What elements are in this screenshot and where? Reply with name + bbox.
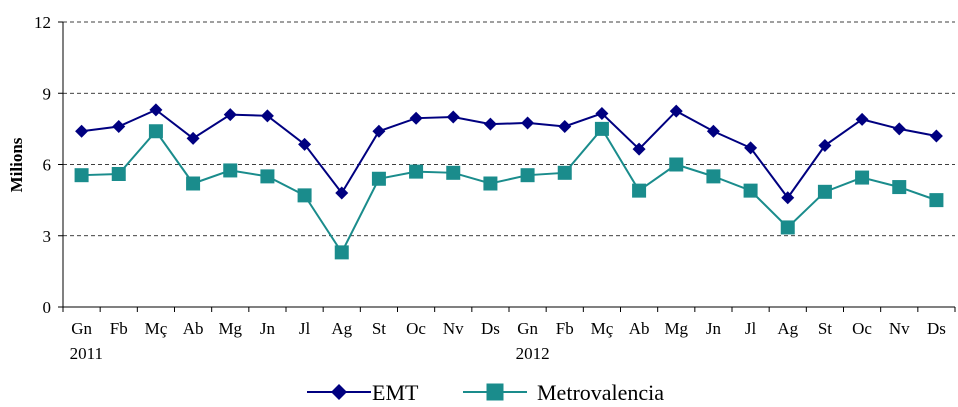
- data-point: [780, 220, 795, 235]
- x-tick-label: Fb: [556, 319, 574, 338]
- data-point: [632, 183, 647, 198]
- x-tick-labels: Gn Fb Mç Ab Mg Jn Jl Ag St Oc Nv Ds Gn Fb Mç Ab Mg Jn Jl Ag…: [70, 319, 946, 363]
- x-tick-label: Gn: [517, 319, 538, 338]
- data-point: [817, 184, 832, 199]
- data-point: [74, 168, 89, 183]
- legend: EMT Metrovalencia: [307, 380, 664, 405]
- data-point: [595, 106, 609, 120]
- data-point: [706, 169, 721, 184]
- data-point: [148, 124, 163, 139]
- legend-item-emt: EMT: [307, 380, 419, 405]
- series-line: [81, 108, 937, 200]
- legend-label: EMT: [372, 380, 419, 405]
- x-tick-label: Fb: [110, 319, 128, 338]
- x-tick-label: Jn: [706, 319, 722, 338]
- data-point: [929, 129, 943, 143]
- x-tick-label: Ds: [481, 319, 500, 338]
- data-point: [594, 121, 609, 136]
- y-axis-label: Milions: [7, 137, 26, 192]
- x-tick-label: Ag: [331, 319, 352, 338]
- data-point: [744, 141, 758, 155]
- x-tick-label: Ag: [777, 319, 798, 338]
- data-point: [743, 183, 758, 198]
- x-tick-label: Jl: [299, 319, 311, 338]
- x-tick-label: Mg: [664, 319, 688, 338]
- y-tick-labels: 0 3 6 9 12: [34, 13, 51, 317]
- legend-item-metrovalencia: Metrovalencia: [463, 380, 664, 405]
- x-tick-label: Jl: [745, 319, 757, 338]
- gridlines: [63, 21, 955, 237]
- data-point: [260, 169, 275, 184]
- data-point: [557, 165, 572, 180]
- series-line: [81, 127, 937, 255]
- data-point: [483, 176, 498, 191]
- series-metrovalencia: [74, 121, 944, 260]
- data-point: [669, 157, 684, 172]
- data-point: [223, 163, 238, 178]
- data-point: [409, 164, 424, 179]
- data-point: [112, 120, 126, 133]
- x-tick-label: Jn: [260, 319, 276, 338]
- x-tick-label: Mg: [218, 319, 242, 338]
- year-label: 2012: [516, 344, 550, 363]
- data-point: [486, 383, 504, 401]
- x-tick-label: Gn: [71, 319, 92, 338]
- data-point: [521, 116, 535, 130]
- data-point: [669, 104, 683, 118]
- x-tick-label: Mç: [145, 319, 168, 338]
- y-tick-label: 3: [43, 227, 52, 246]
- x-tick-label: Oc: [406, 319, 426, 338]
- data-point: [75, 124, 89, 138]
- data-point: [446, 110, 460, 124]
- y-tick-label: 0: [43, 298, 52, 317]
- data-point: [520, 168, 535, 183]
- series-layer: [74, 103, 944, 260]
- x-tick-label: Nv: [443, 319, 464, 338]
- data-point: [334, 245, 349, 260]
- data-point: [111, 167, 126, 181]
- x-tick-label: Ab: [183, 319, 204, 338]
- data-point: [706, 124, 720, 138]
- data-point: [335, 186, 349, 200]
- data-point: [818, 139, 832, 152]
- data-point: [483, 117, 497, 131]
- year-label: 2011: [70, 344, 103, 363]
- y-tick-label: 6: [43, 156, 52, 175]
- data-point: [298, 137, 312, 151]
- data-point: [372, 124, 386, 138]
- data-point: [409, 111, 423, 125]
- x-tick-label: St: [818, 319, 832, 338]
- data-point: [855, 170, 870, 185]
- data-point: [297, 188, 312, 203]
- x-tick-label: Oc: [852, 319, 872, 338]
- data-point: [149, 103, 163, 117]
- data-point: [331, 384, 347, 400]
- axes: [58, 21, 956, 312]
- data-point: [558, 120, 572, 133]
- data-point: [260, 109, 274, 123]
- x-tick-label: St: [372, 319, 386, 338]
- data-point: [186, 131, 200, 145]
- legend-label: Metrovalencia: [537, 380, 664, 405]
- data-point: [929, 193, 944, 208]
- x-tick-label: Ds: [927, 319, 946, 338]
- x-tick-label: Mç: [591, 319, 614, 338]
- data-point: [855, 112, 869, 126]
- y-tick-label: 9: [43, 84, 52, 103]
- x-tick-label: Ab: [629, 319, 650, 338]
- x-tick-label: Nv: [889, 319, 910, 338]
- data-point: [446, 165, 461, 180]
- data-point: [892, 180, 907, 195]
- data-point: [892, 122, 906, 136]
- data-point: [223, 108, 237, 122]
- data-point: [632, 142, 646, 156]
- data-point: [781, 191, 795, 205]
- y-tick-label: 12: [34, 13, 51, 32]
- series-emt: [75, 103, 943, 205]
- data-point: [371, 171, 386, 186]
- data-point: [186, 176, 201, 191]
